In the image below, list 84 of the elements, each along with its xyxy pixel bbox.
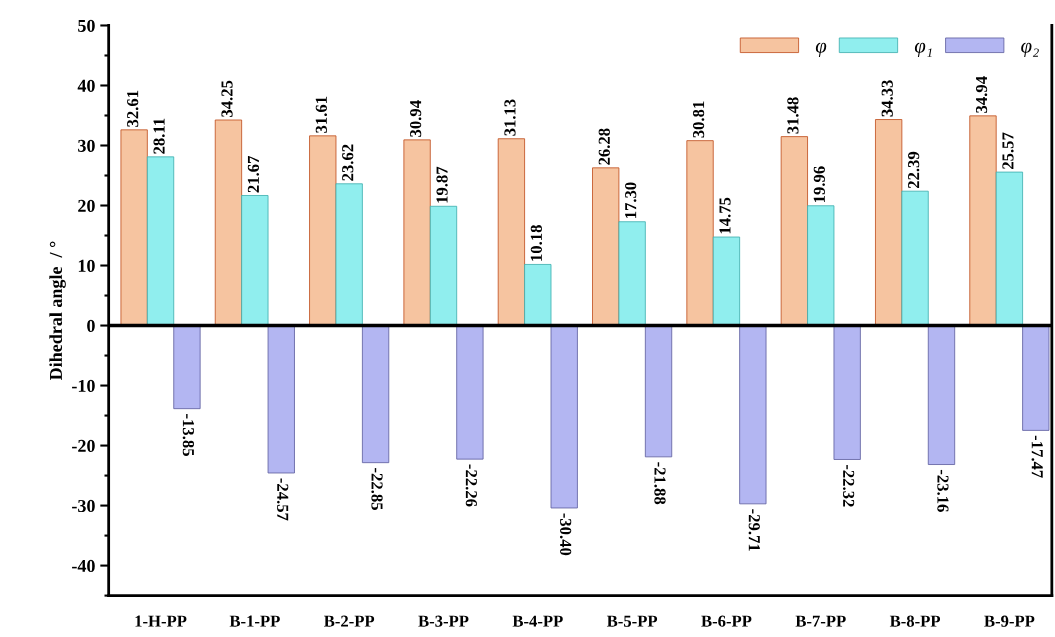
bar [146, 156, 175, 326]
x-tick-label: B-9-PP [984, 615, 1035, 627]
data-label: -13.85 [182, 414, 195, 456]
y-axis-title: Dihedral angle / ° [49, 241, 66, 381]
data-label: 34.25 [221, 80, 233, 117]
bar [875, 119, 903, 326]
data-label: 21.67 [247, 156, 260, 193]
y-tick-label: -40 [72, 559, 95, 573]
bar [780, 136, 808, 326]
bar [618, 221, 646, 326]
x-tick-label: B-1-PP [229, 615, 280, 627]
data-label: -17.47 [1031, 435, 1043, 478]
data-label: 10.18 [530, 225, 543, 261]
bar [833, 325, 861, 460]
x-tick-label: B-6-PP [701, 615, 752, 627]
data-label: 22.39 [908, 151, 920, 189]
x-tick-label: 1-H-PP [135, 615, 187, 627]
bar [456, 325, 484, 460]
bar [429, 205, 458, 326]
data-label: 31.61 [315, 96, 328, 133]
data-label: 25.57 [1002, 132, 1014, 169]
bar [524, 264, 552, 326]
bar [644, 325, 673, 458]
bar [1022, 325, 1050, 431]
data-label: -22.26 [465, 464, 477, 507]
bar [241, 195, 269, 326]
bar [807, 205, 835, 326]
y-tick-label: -10 [72, 379, 95, 392]
data-label: 28.11 [153, 118, 165, 154]
bar [309, 135, 337, 326]
data-label: 23.62 [342, 144, 354, 181]
bar [592, 167, 620, 326]
y-tick-label: 20 [78, 199, 95, 212]
data-label: 26.28 [598, 128, 610, 165]
bar [173, 325, 201, 410]
x-tick-label: B-8-PP [889, 615, 941, 627]
x-tick-label: B-4-PP [512, 615, 563, 627]
y-tick-label: 40 [77, 79, 95, 92]
data-label: -30.40 [559, 513, 572, 556]
data-label: -22.32 [842, 464, 855, 507]
data-label: 30.94 [410, 100, 422, 137]
y-tick-label: -30 [72, 499, 95, 513]
data-label: -24.57 [277, 478, 289, 521]
data-label: 30.81 [692, 101, 705, 138]
bar [120, 129, 148, 326]
bar [267, 325, 295, 474]
data-label: -23.16 [937, 469, 949, 512]
bar [497, 138, 526, 326]
x-tick-label: B-3-PP [418, 615, 469, 627]
data-label: 14.75 [719, 197, 731, 234]
data-label: 32.61 [127, 90, 139, 127]
x-tick-label: B-7-PP [795, 615, 846, 627]
bar [739, 325, 767, 505]
y-tick-label: 30 [78, 139, 95, 152]
bar [403, 139, 431, 326]
data-label: -21.88 [654, 462, 666, 505]
bar [995, 171, 1024, 326]
y-tick-label: 10 [78, 259, 95, 272]
data-label: 19.96 [813, 166, 825, 203]
data-label: -29.71 [748, 509, 760, 551]
data-label: -22.85 [371, 468, 383, 510]
bar [361, 325, 390, 464]
bar [550, 325, 578, 509]
data-label: 19.87 [436, 166, 448, 203]
data-label: 34.33 [881, 80, 893, 117]
data-label: 31.48 [787, 97, 799, 134]
legend-label: φ₁ [914, 42, 932, 57]
bar [901, 190, 929, 326]
bar [686, 140, 714, 326]
bar [969, 115, 997, 326]
bar [712, 236, 741, 326]
y-tick-label: 0 [87, 319, 95, 332]
data-label: 34.94 [975, 76, 988, 113]
data-label: 31.13 [504, 99, 516, 136]
data-label: 17.30 [625, 182, 637, 218]
x-tick-label: B-2-PP [323, 615, 375, 627]
y-tick-label: -20 [72, 439, 95, 453]
bar [335, 183, 363, 326]
legend-label: φ₂ [1021, 42, 1039, 57]
x-tick-label: B-5-PP [606, 615, 658, 627]
y-tick-label: 50 [78, 19, 95, 32]
bar [927, 325, 956, 465]
bar [214, 119, 243, 326]
legend-label: φ [815, 42, 827, 57]
